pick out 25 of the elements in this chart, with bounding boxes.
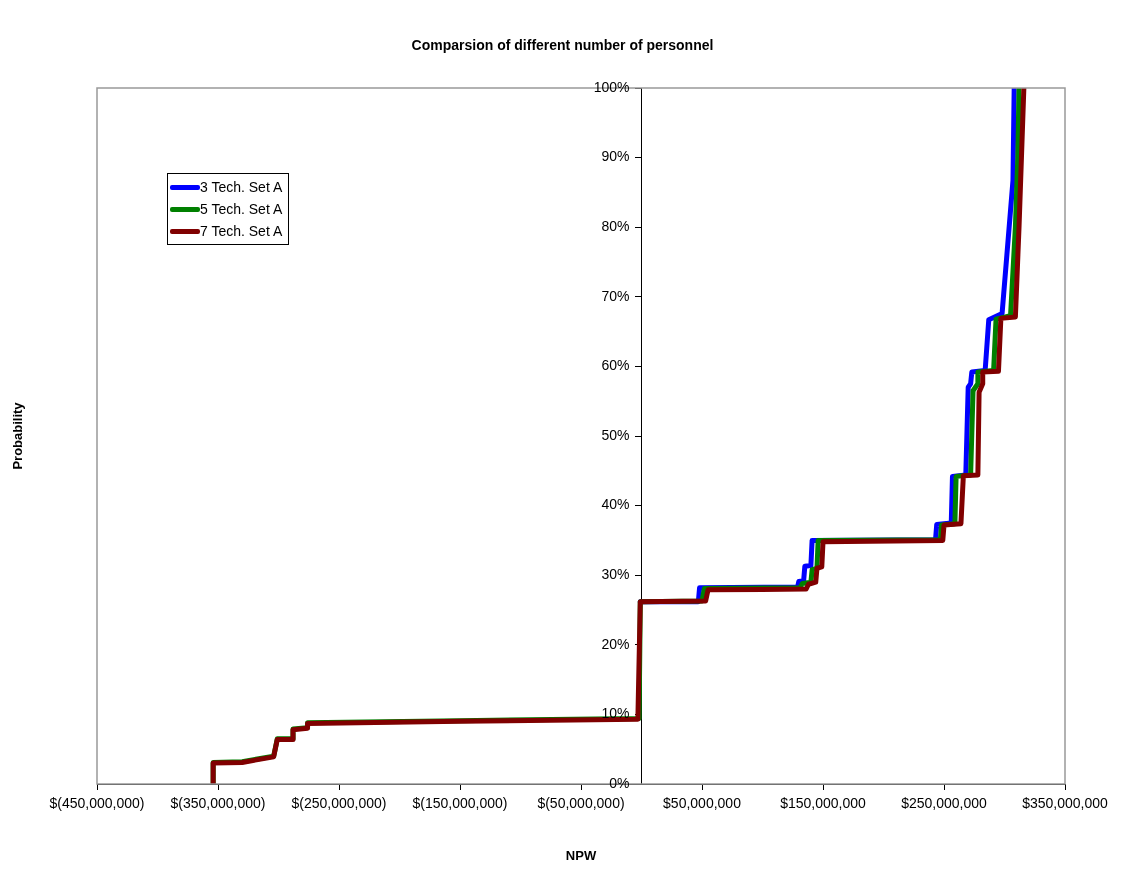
x-tick-label: $(350,000,000)	[170, 795, 266, 812]
legend-label: 7 Tech. Set A	[200, 223, 283, 239]
x-tick-label: $150,000,000	[780, 795, 867, 812]
y-tick-label: 90%	[601, 148, 630, 165]
x-tick-label: $50,000,000	[663, 795, 742, 812]
x-tick-label: $(150,000,000)	[412, 795, 508, 812]
y-tick-label: 20%	[601, 635, 630, 652]
y-tick-label: 0%	[609, 774, 630, 791]
y-tick-label: 30%	[601, 566, 630, 583]
x-tick-label: $(450,000,000)	[49, 795, 145, 812]
y-tick-label: 60%	[601, 357, 630, 374]
x-tick-label: $(250,000,000)	[291, 795, 387, 812]
x-tick-label: $350,000,000	[1022, 795, 1109, 812]
y-tick-label: 80%	[601, 218, 630, 235]
y-tick-label: 40%	[601, 496, 630, 513]
chart-title: Comparsion of different number of personnel	[411, 37, 714, 53]
x-tick-label: $250,000,000	[901, 795, 988, 812]
y-axis-title: Probability	[10, 401, 25, 470]
y-tick-label: 100%	[593, 78, 630, 95]
y-tick-label: 50%	[601, 426, 630, 443]
legend-label: 5 Tech. Set A	[200, 201, 283, 217]
x-tick-label: $(50,000,000)	[537, 795, 625, 812]
x-axis-title: NPW	[565, 848, 597, 863]
y-tick-label: 70%	[601, 287, 630, 304]
legend-label: 3 Tech. Set A	[200, 179, 283, 195]
